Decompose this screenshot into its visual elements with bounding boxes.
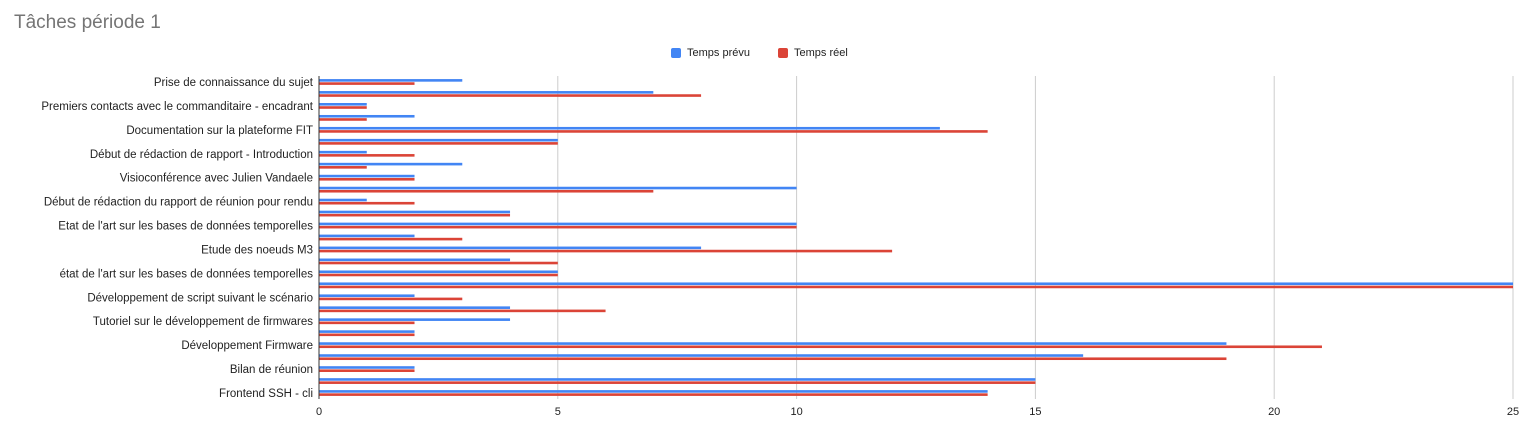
legend-label-temps-reel: Temps réel bbox=[794, 47, 848, 59]
bar-reel-25 bbox=[319, 381, 1036, 384]
x-tick-label: 20 bbox=[1268, 406, 1280, 418]
bar-prevu-20 bbox=[319, 318, 511, 321]
bar-reel-21 bbox=[319, 333, 415, 337]
bar-prevu-21 bbox=[319, 330, 415, 333]
bar-prevu-16 bbox=[319, 270, 558, 274]
bar-reel-17 bbox=[319, 285, 1513, 289]
bar-prevu-18 bbox=[319, 294, 415, 298]
y-tick-label: Début de rédaction de rapport - Introduc… bbox=[90, 149, 313, 161]
bar-prevu-0 bbox=[319, 79, 463, 82]
legend-label-temps-prevu: Temps prévu bbox=[687, 47, 750, 59]
chart-title: Tâches période 1 bbox=[14, 12, 161, 33]
y-tick-label: Etat de l'art sur les bases de données t… bbox=[58, 221, 313, 233]
x-tick-label: 15 bbox=[1029, 406, 1041, 418]
y-tick-label: Prise de connaissance du sujet bbox=[154, 77, 314, 89]
bar-reel-16 bbox=[319, 273, 558, 277]
bar-prevu-22 bbox=[319, 342, 1227, 345]
bar-reel-19 bbox=[319, 309, 606, 313]
bar-reel-7 bbox=[319, 166, 367, 169]
bar-prevu-19 bbox=[319, 306, 511, 309]
y-tick-label: Documentation sur la plateforme FIT bbox=[126, 125, 313, 137]
bar-prevu-12 bbox=[319, 222, 797, 226]
bar-prevu-9 bbox=[319, 186, 797, 190]
legend-swatch-temps-reel bbox=[778, 48, 788, 58]
legend-item-temps-prevu[interactable]: Temps prévu bbox=[671, 47, 750, 59]
bar-prevu-3 bbox=[319, 114, 415, 118]
bar-reel-0 bbox=[319, 82, 415, 85]
y-tick-label: Visioconférence avec Julien Vandaele bbox=[120, 173, 313, 185]
bar-prevu-24 bbox=[319, 366, 415, 369]
bar-reel-2 bbox=[319, 106, 367, 109]
bar-prevu-15 bbox=[319, 258, 511, 262]
bar-reel-13 bbox=[319, 237, 463, 241]
x-tick-label: 10 bbox=[790, 406, 802, 418]
bar-reel-18 bbox=[319, 297, 463, 301]
legend-item-temps-reel[interactable]: Temps réel bbox=[778, 47, 848, 59]
legend-swatch-temps-prevu bbox=[671, 48, 681, 58]
bar-prevu-1 bbox=[319, 91, 654, 94]
bar-reel-5 bbox=[319, 142, 558, 145]
bar-reel-26 bbox=[319, 393, 988, 396]
bar-prevu-5 bbox=[319, 138, 558, 142]
bar-reel-6 bbox=[319, 154, 415, 157]
bar-reel-4 bbox=[319, 130, 988, 133]
legend: Temps prévu Temps réel bbox=[0, 47, 1527, 65]
y-tick-label: Bilan de réunion bbox=[230, 364, 313, 376]
bar-prevu-26 bbox=[319, 390, 988, 393]
bar-reel-8 bbox=[319, 177, 415, 181]
bar-reel-12 bbox=[319, 225, 797, 229]
bar-prevu-23 bbox=[319, 354, 1084, 357]
y-tick-label: Frontend SSH - cli bbox=[219, 388, 313, 400]
y-tick-label: Début de rédaction du rapport de réunion… bbox=[44, 197, 313, 209]
bar-reel-24 bbox=[319, 369, 415, 372]
bar-reel-15 bbox=[319, 261, 558, 265]
bar-reel-11 bbox=[319, 213, 511, 217]
y-tick-label: Tutoriel sur le développement de firmwar… bbox=[93, 316, 313, 328]
x-tick-label: 5 bbox=[555, 406, 561, 418]
bar-reel-10 bbox=[319, 201, 415, 205]
x-tick-label: 25 bbox=[1507, 406, 1519, 418]
bar-reel-22 bbox=[319, 345, 1322, 349]
bar-prevu-25 bbox=[319, 378, 1036, 381]
bar-prevu-14 bbox=[319, 246, 702, 250]
bar-prevu-2 bbox=[319, 103, 367, 106]
y-tick-label: Développement de script suivant le scéna… bbox=[87, 292, 313, 304]
x-tick-label: 0 bbox=[316, 406, 322, 418]
bar-reel-20 bbox=[319, 321, 415, 325]
bar-reel-23 bbox=[319, 357, 1227, 361]
bar-reel-9 bbox=[319, 189, 654, 193]
bar-prevu-6 bbox=[319, 150, 367, 154]
bar-reel-14 bbox=[319, 249, 893, 253]
bar-prevu-4 bbox=[319, 126, 940, 130]
y-tick-label: état de l'art sur les bases de données t… bbox=[60, 268, 314, 280]
bar-prevu-11 bbox=[319, 210, 511, 214]
bar-prevu-10 bbox=[319, 198, 367, 202]
bar-prevu-17 bbox=[319, 282, 1513, 286]
bar-prevu-8 bbox=[319, 174, 415, 178]
bar-reel-1 bbox=[319, 94, 702, 97]
bar-prevu-13 bbox=[319, 234, 415, 238]
y-tick-label: Premiers contacts avec le commanditaire … bbox=[41, 101, 313, 113]
y-tick-label: Etude des noeuds M3 bbox=[201, 244, 313, 256]
bar-prevu-7 bbox=[319, 162, 463, 166]
y-tick-label: Développement Firmware bbox=[181, 340, 313, 352]
bar-reel-3 bbox=[319, 118, 367, 121]
